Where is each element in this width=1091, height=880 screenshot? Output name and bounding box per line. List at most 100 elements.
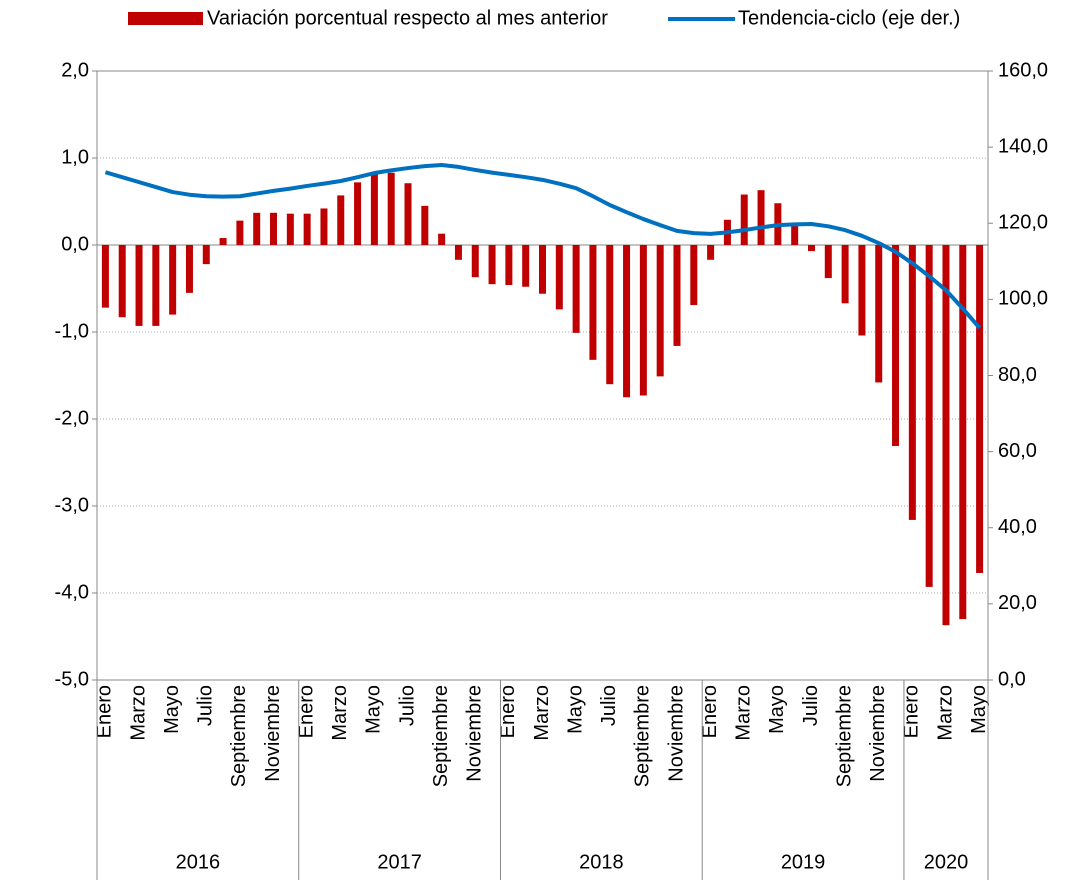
x-tick-label: Julio (598, 685, 620, 726)
y-tick-label: -4,0 (55, 581, 89, 603)
bar (303, 213, 311, 245)
x-tick-label: Marzo (531, 685, 553, 741)
x-tick-label: Enero (295, 685, 317, 738)
bar (740, 194, 748, 245)
bar (270, 212, 278, 245)
bar (589, 245, 597, 360)
x-tick-label: Mayo (161, 685, 183, 734)
y-tick-label: -1,0 (55, 320, 89, 342)
bar (488, 245, 496, 285)
bar (572, 245, 580, 333)
bar (337, 195, 345, 245)
bar (522, 245, 530, 287)
x-tick-label: Mayo (564, 685, 586, 734)
y2-tick-label: 80,0 (998, 364, 1037, 386)
y2-tick-label: 0,0 (998, 668, 1026, 690)
y2-tick-label: 160,0 (998, 59, 1048, 81)
x-tick-label: Enero (497, 685, 519, 738)
x-tick-label: Julio (195, 685, 217, 726)
bar (370, 172, 378, 245)
legend-label: Tendencia-ciclo (eje der.) (738, 7, 960, 29)
x-tick-label: Enero (901, 685, 923, 738)
bar (438, 233, 446, 245)
bar (656, 245, 664, 377)
x-tick-label: Septiembre (228, 685, 250, 787)
bar (354, 182, 362, 245)
bar (942, 245, 950, 626)
bar (757, 190, 765, 245)
bar (925, 245, 933, 587)
bar (791, 224, 799, 245)
bar (875, 245, 883, 383)
y2-tick-label: 60,0 (998, 440, 1037, 462)
bar (505, 245, 513, 286)
bar (320, 208, 328, 245)
bar (185, 245, 193, 293)
bar (101, 245, 109, 308)
x-tick-label: Marzo (733, 685, 755, 741)
x-tick-label: Septiembre (632, 685, 654, 787)
bar (673, 245, 681, 346)
x-tick-label: Noviembre (464, 685, 486, 782)
y2-tick-label: 40,0 (998, 516, 1037, 538)
bar (841, 245, 849, 304)
x-tick-label: Septiembre (430, 685, 452, 787)
x-group-label: 2019 (781, 851, 826, 873)
y-tick-label: 0,0 (61, 233, 89, 255)
bar (892, 245, 900, 446)
x-tick-label: Julio (396, 685, 418, 726)
bar (623, 245, 631, 398)
x-tick-label: Marzo (329, 685, 351, 741)
x-tick-label: Mayo (363, 685, 385, 734)
bar (152, 245, 160, 326)
bar (976, 245, 984, 573)
legend-label: Variación porcentual respecto al mes ant… (207, 7, 608, 29)
bar (471, 245, 479, 278)
bar (421, 205, 429, 245)
x-group-label: 2020 (924, 851, 969, 873)
bar (202, 245, 210, 265)
trend-line (104, 163, 982, 330)
bar (135, 245, 143, 326)
bar (387, 172, 395, 245)
y-tick-label: 2,0 (61, 59, 89, 81)
x-group-label: 2017 (377, 851, 422, 873)
x-tick-label: Julio (800, 685, 822, 726)
bar (236, 220, 244, 245)
y-tick-label: -2,0 (55, 407, 89, 429)
bar (555, 245, 563, 310)
x-group-label: 2018 (579, 851, 624, 873)
x-tick-label: Marzo (934, 685, 956, 741)
bar (707, 245, 715, 260)
x-tick-label: Noviembre (262, 685, 284, 782)
y-tick-label: 1,0 (61, 146, 89, 168)
x-group-label: 2016 (176, 851, 221, 873)
y2-tick-label: 120,0 (998, 212, 1048, 234)
x-tick-label: Mayo (766, 685, 788, 734)
bar (539, 245, 546, 294)
x-tick-label: Marzo (127, 685, 149, 741)
bar (286, 213, 294, 245)
bar (404, 183, 412, 245)
bar (807, 245, 815, 252)
bar (908, 245, 916, 520)
bar (824, 245, 832, 279)
y-tick-label: -3,0 (55, 494, 89, 516)
y2-tick-label: 140,0 (998, 135, 1048, 157)
x-tick-label: Septiembre (833, 685, 855, 787)
x-tick-label: Enero (699, 685, 721, 738)
x-tick-label: Noviembre (665, 685, 687, 782)
bar (454, 245, 462, 260)
x-tick-label: Noviembre (867, 685, 889, 782)
y-tick-label: -5,0 (55, 668, 89, 690)
bar (959, 245, 967, 620)
bar (219, 238, 227, 245)
x-tick-label: Enero (94, 685, 116, 738)
legend-swatch (128, 12, 203, 25)
bar (639, 245, 647, 396)
y2-tick-label: 20,0 (998, 592, 1037, 614)
y2-tick-label: 100,0 (998, 288, 1048, 310)
bar (606, 245, 614, 385)
bar (169, 245, 177, 315)
